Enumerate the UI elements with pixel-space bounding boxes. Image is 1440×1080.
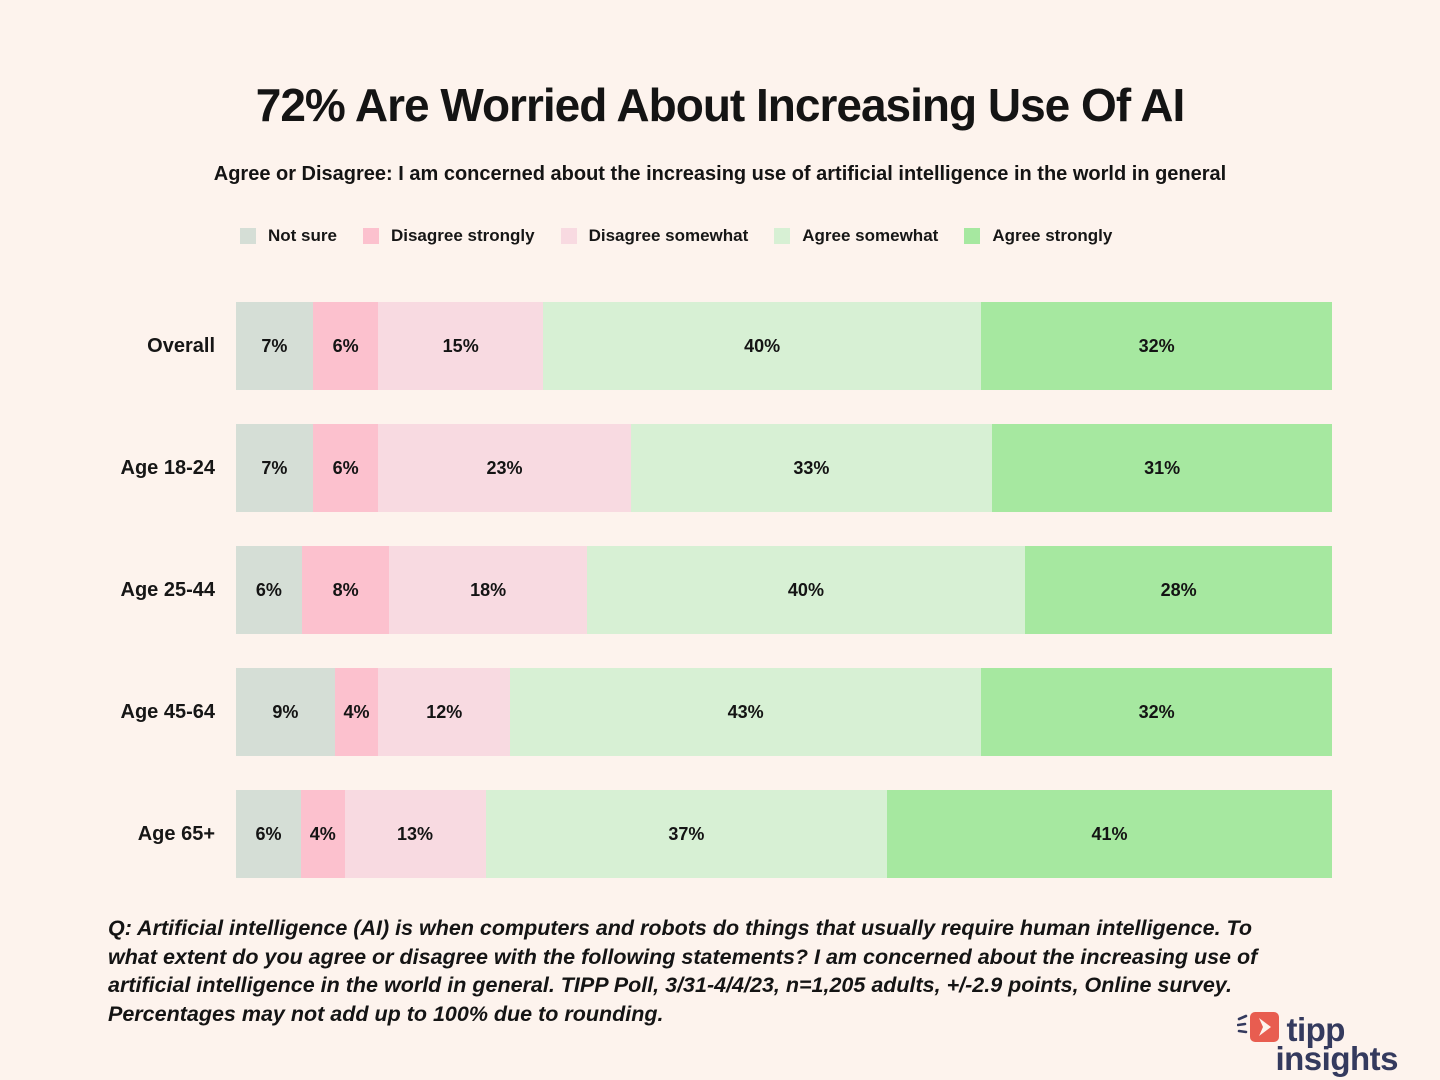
- row-label: Overall: [147, 334, 215, 357]
- bar-segment: 40%: [542, 302, 982, 390]
- row-label: Age 45-64: [120, 700, 216, 723]
- tipp-arrow-icon: [1237, 1010, 1281, 1048]
- footnote: Q: Artificial intelligence (AI) is when …: [108, 914, 1368, 1028]
- stacked-bar: 6% 4% 13% 37% 41%: [236, 790, 1332, 878]
- legend-item: Disagree strongly: [362, 226, 535, 246]
- bar-segment: 6%: [236, 790, 302, 878]
- bar-segment: 6%: [312, 424, 379, 512]
- page-title: 72% Are Worried About Increasing Use Of …: [255, 79, 1185, 131]
- bar-segment: 41%: [887, 790, 1332, 878]
- footnote-line: Q: Artificial intelligence (AI) is when …: [108, 916, 1253, 940]
- row-label: Age 25-44: [120, 578, 216, 601]
- legend-item: Not sure: [240, 226, 337, 246]
- bar-segment: 7%: [236, 424, 313, 512]
- footnote-line: what extent do you agree or disagree wit…: [108, 944, 1258, 969]
- legend-swatch-icon: [362, 228, 379, 244]
- bar-segment: 4%: [334, 668, 379, 756]
- bar-segment: 40%: [586, 546, 1026, 634]
- legend-item: Disagree somewhat: [560, 226, 749, 246]
- bar-segment: 12%: [378, 668, 510, 756]
- bar-segment: 6%: [236, 546, 302, 634]
- bar-segment: 18%: [389, 546, 587, 634]
- bar-segment: 7%: [236, 302, 313, 390]
- stacked-bar: 7% 6% 23% 33% 31%: [236, 424, 1333, 512]
- bar-segment: 4%: [301, 790, 345, 878]
- stacked-bar-chart: Overall 7% 6% 15% 40% 32% Age 18-24 7% 6% 23% 33% 3…: [0, 302, 1440, 912]
- legend-item: Agree somewhat: [774, 226, 938, 246]
- stacked-bar: 6% 8% 18% 40% 28%: [236, 546, 1333, 634]
- bar-segment: 33%: [630, 424, 993, 512]
- footnote-line: artificial intelligence in the world in …: [108, 973, 1232, 997]
- bar-segment: 43%: [510, 668, 982, 756]
- row-label: Age 18-24: [120, 456, 216, 479]
- legend-item: Agree strongly: [964, 226, 1112, 246]
- legend-swatch-icon: [560, 228, 577, 244]
- chart-row: Age 65+ 6% 4% 13% 37% 41%: [0, 790, 1440, 878]
- legend-label: Agree strongly: [992, 226, 1113, 245]
- bar-segment: 9%: [236, 668, 335, 756]
- logo-text-insights: insights: [1275, 1040, 1398, 1077]
- bar-segment: 32%: [981, 302, 1333, 390]
- chart-subtitle: Agree or Disagree: I am concerned about …: [213, 163, 1227, 185]
- legend-label: Disagree somewhat: [588, 226, 749, 245]
- legend-label: Not sure: [268, 226, 337, 245]
- bar-segment: 6%: [312, 302, 379, 390]
- logo-text-tipp: tipp: [1286, 1010, 1345, 1048]
- legend-swatch-icon: [774, 228, 791, 244]
- stacked-bar: 7% 6% 15% 40% 32%: [236, 302, 1333, 390]
- legend: Not sure Disagree strongly Disagree somewh…: [240, 226, 1112, 246]
- legend-label: Agree somewhat: [802, 226, 939, 245]
- bar-segment: 13%: [344, 790, 486, 878]
- bar-segment: 23%: [378, 424, 631, 512]
- chart-row: Overall 7% 6% 15% 40% 32%: [0, 302, 1440, 390]
- bar-segment: 37%: [485, 790, 888, 878]
- row-label: Age 65+: [137, 822, 215, 845]
- legend-swatch-icon: [964, 228, 981, 244]
- tipp-insights-logo: tipp insights: [1237, 1010, 1398, 1075]
- bar-segment: 32%: [981, 668, 1332, 756]
- footnote-line: Percentages may not add up to 100% due t…: [108, 1001, 664, 1026]
- bar-segment: 31%: [992, 424, 1333, 512]
- bar-segment: 15%: [378, 302, 543, 390]
- legend-label: Disagree strongly: [390, 226, 535, 245]
- chart-row: Age 45-64 9% 4% 12% 43% 32%: [0, 668, 1440, 756]
- bar-segment: 28%: [1025, 546, 1333, 634]
- legend-swatch-icon: [240, 228, 256, 244]
- chart-row: Age 18-24 7% 6% 23% 33% 31%: [0, 424, 1440, 512]
- chart-row: Age 25-44 6% 8% 18% 40% 28%: [0, 546, 1440, 634]
- stacked-bar: 9% 4% 12% 43% 32%: [236, 668, 1332, 756]
- bar-segment: 8%: [301, 546, 390, 634]
